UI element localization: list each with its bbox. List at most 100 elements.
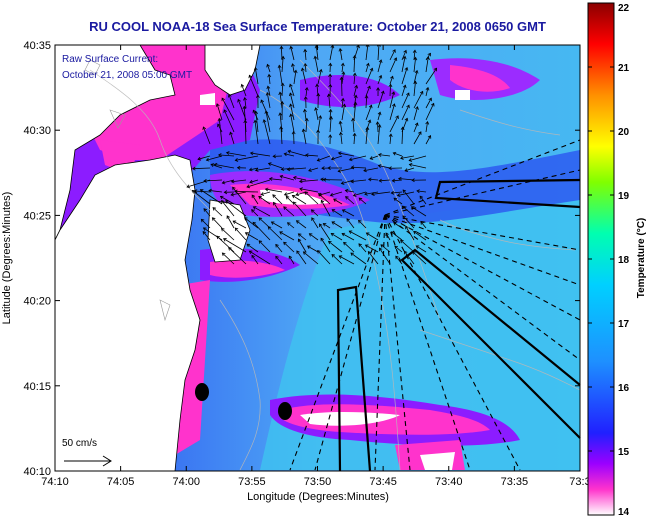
current-arrowhead (425, 121, 430, 125)
current-arrowhead (248, 167, 253, 172)
current-arrow (268, 74, 271, 85)
current-arrowhead (251, 254, 255, 259)
current-arrowhead (351, 117, 356, 122)
current-arrowhead (285, 195, 290, 200)
x-tick-label: 74:10 (41, 476, 69, 488)
current-arrowhead (320, 199, 325, 204)
current-arrow (290, 104, 295, 121)
current-arrowhead (242, 105, 247, 110)
current-arrow (267, 86, 271, 97)
current-arrow (304, 49, 307, 61)
current-arrowhead (299, 187, 303, 192)
current-arrowhead (248, 250, 253, 254)
current-arrow (287, 167, 307, 170)
current-arrow (249, 179, 259, 183)
current-arrow (305, 154, 319, 157)
current-arrowhead (265, 91, 270, 96)
current-arrow (222, 252, 235, 265)
current-arrowhead (254, 168, 259, 172)
current-arrowhead (316, 157, 321, 162)
current-arrowhead (279, 45, 284, 50)
current-arrow (252, 221, 271, 241)
current-arrow (203, 208, 211, 217)
current-arrow (341, 233, 355, 241)
current-arrow (258, 217, 271, 229)
current-arrowhead (328, 73, 333, 78)
current-arrow (413, 70, 418, 85)
current-arrow (380, 244, 391, 253)
current-arrowhead (226, 215, 231, 219)
current-arrow (389, 103, 395, 121)
current-arrowhead (337, 168, 342, 173)
current-arrow (320, 238, 331, 253)
current-arrow (413, 122, 418, 133)
current-arrow (352, 118, 355, 133)
current-arrowhead (280, 167, 285, 172)
current-arrowhead (228, 247, 232, 251)
current-arrow (249, 167, 259, 171)
current-label-line2: October 21, 2008 05:00 GMT (62, 70, 192, 81)
current-arrow (402, 189, 415, 205)
current-arrow (364, 191, 379, 195)
current-arrowhead (375, 121, 380, 125)
current-arrow (342, 209, 355, 217)
current-arrow (255, 167, 271, 171)
current-arrowhead (419, 195, 424, 200)
current-arrow (409, 155, 427, 161)
current-arrow (318, 193, 331, 205)
current-arrowhead (264, 110, 269, 114)
current-arrowhead (304, 87, 309, 91)
current-arrowhead (427, 135, 432, 139)
current-arrow (366, 232, 379, 241)
current-arrowhead (341, 71, 346, 75)
current-arrowhead (243, 119, 248, 124)
current-arrowhead (277, 64, 282, 69)
current-arrow (389, 49, 396, 61)
current-arrowhead (426, 56, 430, 60)
current-arrowhead (366, 62, 370, 67)
current-arrowhead (229, 131, 233, 136)
current-arrowhead (205, 157, 210, 162)
current-arrowhead (338, 120, 343, 125)
current-arrowhead (369, 67, 374, 72)
current-arrow (365, 105, 372, 121)
current-arrowhead (378, 178, 383, 183)
current-arrow (281, 56, 284, 73)
current-arrow (401, 85, 406, 97)
current-arrowhead (253, 119, 258, 124)
current-arrowhead (403, 250, 408, 255)
current-arrow (197, 155, 211, 160)
current-arrowhead (418, 131, 422, 135)
current-arrow (232, 187, 247, 205)
current-arrowhead (202, 227, 207, 231)
current-arrow (308, 167, 319, 172)
current-arrowhead (391, 178, 396, 183)
current-arrow (288, 255, 295, 265)
current-arrowhead (278, 112, 283, 116)
current-arrow (251, 209, 259, 217)
current-arrow (287, 222, 295, 229)
current-arrowhead (377, 124, 382, 128)
x-tick-label: 73:55 (238, 476, 266, 488)
current-arrowhead (413, 56, 418, 61)
current-arrow (244, 217, 259, 229)
current-arrowhead (329, 192, 334, 197)
current-arrowhead (331, 221, 336, 225)
current-arrow (358, 243, 367, 253)
current-arrow (341, 63, 344, 73)
current-arrowhead (352, 54, 357, 59)
current-arrow (389, 91, 395, 109)
current-arrowhead (330, 156, 335, 161)
current-arrow (304, 109, 307, 121)
current-arrowhead (318, 115, 323, 119)
current-arrow (216, 235, 235, 253)
current-arrowhead (272, 194, 276, 198)
current-arrow (279, 231, 295, 241)
current-arrow (295, 191, 307, 196)
current-arrowhead (316, 129, 321, 133)
current-arrowhead (258, 240, 263, 244)
current-arrowhead (408, 158, 413, 162)
current-arrow (333, 198, 343, 205)
current-arrowhead (400, 126, 405, 130)
current-arrowhead (316, 92, 321, 97)
